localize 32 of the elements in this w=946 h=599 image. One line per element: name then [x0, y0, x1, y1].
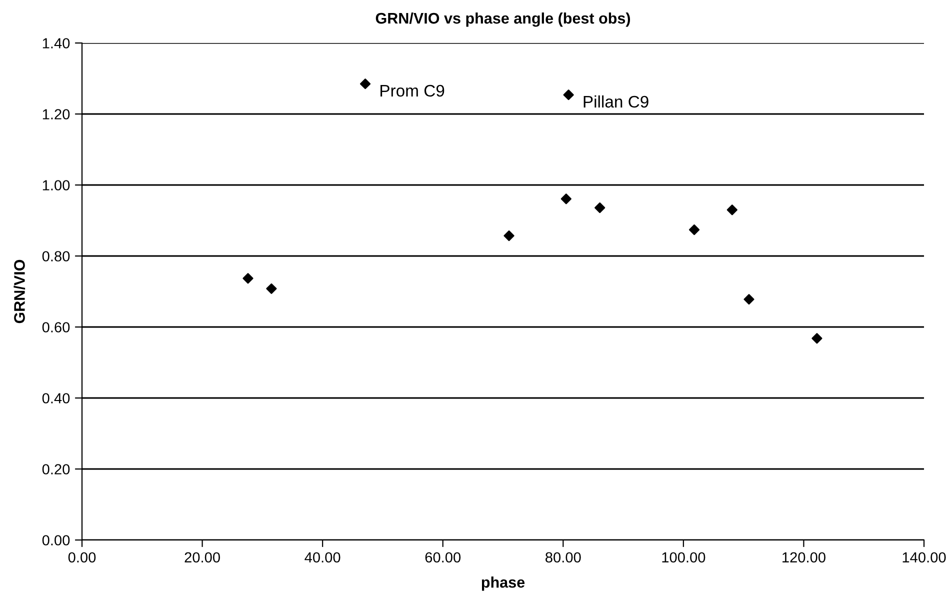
point	[504, 230, 514, 242]
x-axis-title: phase	[482, 576, 525, 591]
y-tick-label: 0.00	[42, 535, 70, 546]
y-tick-label: 1.40	[42, 38, 70, 48]
point	[242, 273, 254, 284]
y-tick-label: 0.60	[42, 322, 70, 332]
y-tick-label: 0.80	[42, 251, 70, 262]
point	[812, 333, 822, 344]
y-tick-label: 1.00	[42, 180, 70, 190]
point	[560, 194, 572, 204]
y-tick-label: 1.20	[42, 109, 70, 120]
y-axis-title: GRN/VIO	[14, 260, 26, 324]
chart-title: GRN/VIO vs phase angle (best obs)	[376, 12, 630, 27]
point	[744, 294, 754, 305]
x-tick-label: 0.00	[68, 552, 96, 563]
x-tick-label: 100.00	[662, 552, 706, 563]
x-tick-label: 80.00	[546, 552, 581, 563]
y-tick-label: 0.20	[42, 464, 70, 474]
point	[563, 90, 574, 100]
point	[266, 283, 277, 294]
x-tick-label: 20.00	[184, 552, 220, 563]
point	[360, 78, 371, 90]
x-tick-label: 120.00	[782, 552, 826, 563]
point	[594, 202, 606, 214]
annotation: Prom C9	[380, 84, 444, 97]
point	[688, 224, 700, 236]
x-tick-label: 40.00	[304, 552, 340, 563]
x-tick-label: 60.00	[425, 552, 461, 563]
y-tick-label: 0.40	[42, 393, 70, 404]
annotation: Pillan C9	[584, 95, 648, 108]
point	[726, 204, 738, 216]
x-tick-label: 140.00	[902, 552, 946, 563]
